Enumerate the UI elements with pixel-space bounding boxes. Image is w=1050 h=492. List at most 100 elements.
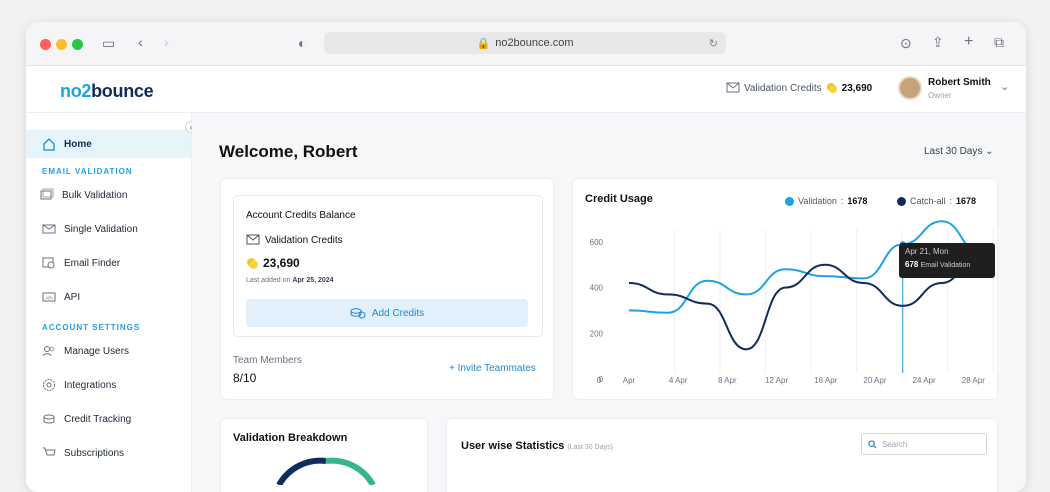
chevron-down-icon[interactable]: ⌄ xyxy=(1000,81,1010,93)
invite-teammates-link[interactable]: + Invite Teammates xyxy=(449,363,536,374)
search-placeholder: Search xyxy=(882,439,908,449)
legend-total: 1678 xyxy=(956,196,977,206)
sidebar-item-home[interactable]: Home xyxy=(26,130,191,158)
sidebar-item-integrations[interactable]: Integrations xyxy=(26,371,191,399)
close-window-button[interactable] xyxy=(40,39,51,50)
coins-stack-icon xyxy=(350,308,366,319)
sidebar-item-subscriptions[interactable]: Subscriptions xyxy=(26,439,191,467)
section-account-settings: ACCOUNT SETTINGS xyxy=(42,323,141,332)
balance-label: Validation Credits xyxy=(265,234,343,246)
logo-suffix: bounce xyxy=(91,81,154,101)
legend-catch-all: Catch-all : 1678 xyxy=(897,196,976,206)
legend-swatch xyxy=(785,196,794,206)
add-credits-button[interactable]: Add Credits xyxy=(246,299,528,327)
coins-stack-icon xyxy=(43,414,55,424)
gear-icon xyxy=(43,379,55,391)
download-icon[interactable]: ⊙ xyxy=(900,35,912,51)
credits-balance-box: Account Credits Balance Validation Credi… xyxy=(233,195,543,337)
sidebar-item-label: Single Validation xyxy=(64,223,138,235)
sidebar-item-manage-users[interactable]: Manage Users xyxy=(26,337,191,365)
legend-name: Validation xyxy=(798,196,837,206)
app-header: no2bounce Validation Credits 23,690 Robe… xyxy=(26,66,1026,113)
sidebar-item-bulk-validation[interactable]: Bulk Validation xyxy=(26,181,191,209)
x-tick-label: 20 Apr xyxy=(863,376,886,385)
balance-label-row: Validation Credits xyxy=(246,234,343,246)
credits-card: Account Credits Balance Validation Credi… xyxy=(220,178,554,400)
last-added-date: Apr 25, 2024 xyxy=(292,277,334,284)
bulk-mail-icon xyxy=(40,188,54,200)
chart-title: Credit Usage xyxy=(585,193,653,205)
balance-title: Account Credits Balance xyxy=(246,210,356,221)
avatar[interactable] xyxy=(898,76,922,100)
logo[interactable]: no2bounce xyxy=(60,81,154,102)
credit-usage-card: Credit Usage Validation : 1678 Catch-all… xyxy=(572,178,998,400)
stats-range: (Last 30 Days) xyxy=(567,444,613,451)
breakdown-donut xyxy=(276,457,376,485)
legend-total: 1678 xyxy=(847,196,868,206)
coins-icon xyxy=(247,257,258,269)
svg-text:API: API xyxy=(45,296,52,301)
y-tick-label: 0 xyxy=(599,375,604,384)
date-range-label: Last 30 Days xyxy=(924,146,983,157)
date-range-select[interactable]: Last 30 Days ⌄ xyxy=(924,146,994,157)
user-name[interactable]: Robert Smith xyxy=(928,77,991,88)
header-credits-value: 23,690 xyxy=(841,82,873,94)
sidebar: ‹ Home EMAIL VALIDATION Bulk Validation … xyxy=(26,113,197,492)
sidebar-item-email-finder[interactable]: Email Finder xyxy=(26,249,191,277)
sidebar-item-single-validation[interactable]: Single Validation xyxy=(26,215,191,243)
new-tab-icon[interactable]: + xyxy=(964,33,974,50)
legend-swatch xyxy=(897,196,906,206)
reload-icon[interactable]: ↻ xyxy=(708,37,718,50)
tooltip-value: 678 xyxy=(905,260,919,269)
lock-icon: 🔒 xyxy=(476,37,491,50)
shield-icon[interactable]: ◐ xyxy=(298,35,307,51)
chart-tooltip: Apr 21, Mon 678 Email Validation xyxy=(899,243,995,278)
maximize-window-button[interactable] xyxy=(72,39,83,50)
api-icon: API xyxy=(42,292,56,302)
minimize-window-button[interactable] xyxy=(56,39,67,50)
back-icon[interactable]: ‹ xyxy=(138,34,143,50)
add-credits-label: Add Credits xyxy=(371,307,425,319)
sidebar-item-label: Manage Users xyxy=(64,345,130,357)
sidebar-item-label: Home xyxy=(64,138,92,150)
section-email-validation: EMAIL VALIDATION xyxy=(42,167,133,176)
x-tick-label: 8 Apr xyxy=(718,376,737,385)
x-tick-label: 24 Apr xyxy=(913,376,936,385)
forward-icon[interactable]: › xyxy=(164,34,169,50)
share-icon[interactable]: ⇪ xyxy=(932,34,944,50)
browser-toolbar: ▭ ‹ › ◐ 🔒 no2bounce.com ↻ ⊙ ⇪ + ⧉ xyxy=(26,22,1026,66)
page-title: Welcome, Robert xyxy=(219,142,358,161)
breakdown-title: Validation Breakdown xyxy=(233,432,348,444)
sidebar-item-label: Credit Tracking xyxy=(64,413,132,425)
sidebar-item-label: Integrations xyxy=(64,379,117,391)
y-tick-label: 200 xyxy=(590,329,604,338)
search-input[interactable]: Search xyxy=(861,433,987,455)
team-members-value: 8/10 xyxy=(233,371,257,385)
team-members-label: Team Members xyxy=(233,355,302,366)
sidebar-item-label: Email Finder xyxy=(64,257,121,269)
browser-window: ▭ ‹ › ◐ 🔒 no2bounce.com ↻ ⊙ ⇪ + ⧉ no2bou… xyxy=(26,22,1026,492)
legend-name: Catch-all xyxy=(910,196,946,206)
users-icon xyxy=(42,346,55,357)
mail-icon xyxy=(42,224,56,234)
sidebar-item-label: Bulk Validation xyxy=(62,189,128,201)
user-statistics-card: User wise Statistics (Last 30 Days) Sear… xyxy=(446,418,998,492)
x-tick-label: Apr xyxy=(623,376,636,385)
x-tick-label: 28 Apr xyxy=(962,376,985,385)
balance-value-row: 23,690 xyxy=(246,256,300,270)
sidebar-toggle-icon[interactable]: ▭ xyxy=(102,35,116,51)
y-tick-label: 400 xyxy=(590,284,604,293)
logo-prefix: no2 xyxy=(60,81,92,101)
home-icon xyxy=(43,138,55,151)
address-bar[interactable]: 🔒 no2bounce.com ↻ xyxy=(324,32,726,54)
mail-check-icon xyxy=(246,234,260,245)
mail-check-icon xyxy=(726,82,740,93)
tabs-overview-icon[interactable]: ⧉ xyxy=(994,34,1004,50)
sidebar-item-label: API xyxy=(64,291,81,303)
tooltip-label: Email Validation xyxy=(920,262,971,269)
sidebar-item-api[interactable]: API API xyxy=(26,283,191,311)
main-content: Welcome, Robert Last 30 Days ⌄ Account C… xyxy=(192,113,1026,492)
x-tick-label: 16 Apr xyxy=(814,376,837,385)
sidebar-item-credit-tracking[interactable]: Credit Tracking xyxy=(26,405,191,433)
